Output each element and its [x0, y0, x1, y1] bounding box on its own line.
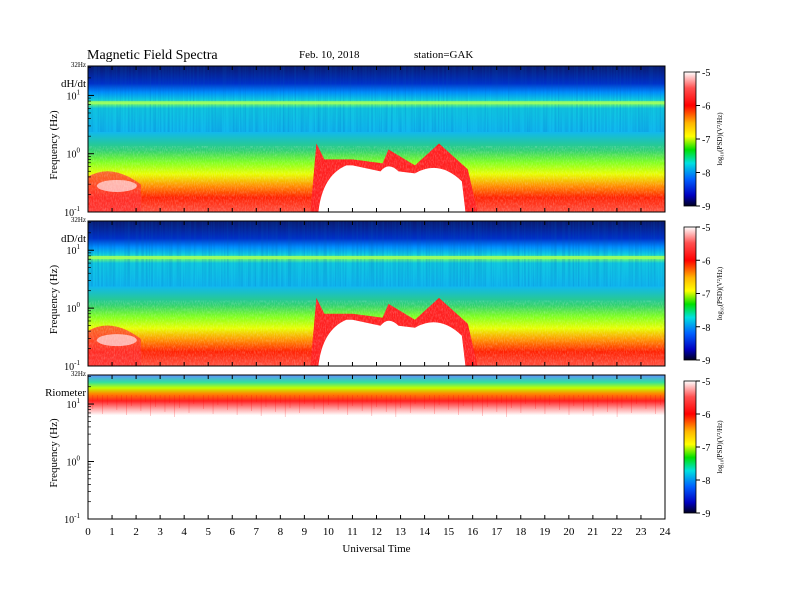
spectrogram [88, 375, 665, 519]
y-axis-label: Frequency (Hz) [48, 265, 60, 335]
colorbar-tick-label: -7 [702, 135, 710, 146]
resonance-line [88, 101, 665, 105]
y-axis-label: Frequency (Hz) [48, 418, 60, 488]
date-label: Feb. 10, 2018 [299, 49, 360, 61]
x-tick-label: 23 [635, 526, 647, 538]
top-frequency-label: 32Hz [71, 61, 86, 69]
spectrum-streaks [88, 66, 665, 132]
x-axis-label: Universal Time [342, 543, 410, 555]
y-tick-label: 101 [67, 88, 81, 102]
x-tick-label: 15 [443, 526, 455, 538]
colorbar [683, 71, 697, 207]
x-tick-label: 9 [302, 526, 308, 538]
x-tick-label: 17 [491, 526, 503, 538]
noise-texture [88, 300, 665, 366]
x-tick-label: 14 [419, 526, 431, 538]
spectrum-streaks [88, 221, 665, 287]
panel-label: dD/dt [61, 233, 86, 245]
x-tick-label: 22 [611, 526, 622, 538]
colorbar [683, 380, 697, 514]
colorbar-label: log₁₀(PSD)(V²/Hz) [716, 420, 724, 474]
x-tick-label: 16 [467, 526, 479, 538]
colorbar [683, 226, 697, 361]
colorbar-label: log₁₀(PSD)(V²/Hz) [716, 266, 724, 320]
colorbar-tick-label: -7 [702, 443, 710, 454]
station-label: station=GAK [414, 49, 473, 61]
x-tick-label: 2 [133, 526, 139, 538]
noise-texture [88, 146, 665, 212]
top-frequency-label: 32Hz [71, 216, 86, 224]
spectrum-background [88, 375, 665, 519]
x-tick-label: 10 [323, 526, 335, 538]
figure-title: Magnetic Field Spectra [87, 48, 218, 63]
x-tick-label: 4 [181, 526, 187, 538]
x-tick-label: 21 [587, 526, 598, 538]
colorbar-tick-label: -6 [702, 410, 710, 421]
y-axis-label: Frequency (Hz) [48, 110, 60, 180]
x-tick-label: 13 [395, 526, 407, 538]
resonance-line [88, 255, 665, 259]
x-tick-label: 5 [205, 526, 211, 538]
x-tick-label: 0 [85, 526, 91, 538]
colorbar-tick-label: -8 [702, 169, 710, 180]
colorbar-tick-label: -9 [702, 356, 710, 367]
x-tick-label: 12 [371, 526, 382, 538]
colorbar-tick-label: -6 [702, 102, 710, 113]
x-tick-label: 20 [563, 526, 575, 538]
colorbar-tick-label: -5 [702, 223, 710, 234]
x-tick-label: 19 [539, 526, 551, 538]
spectrogram [88, 66, 665, 212]
x-tick-label: 7 [254, 526, 260, 538]
x-tick-label: 1 [109, 526, 115, 538]
y-tick-label: 101 [67, 397, 81, 411]
x-tick-label: 11 [347, 526, 358, 538]
x-tick-label: 24 [660, 526, 672, 538]
colorbar-tick-label: -9 [702, 202, 710, 213]
y-tick-label: 101 [67, 243, 81, 257]
panel-label: dH/dt [61, 78, 86, 90]
colorbar-tick-label: -8 [702, 323, 710, 334]
colorbar-tick-label: -9 [702, 509, 710, 520]
colorbar-tick-label: -7 [702, 290, 710, 301]
x-tick-label: 6 [230, 526, 236, 538]
colorbar-tick-label: -5 [702, 68, 710, 79]
y-tick-label: 100 [67, 147, 81, 161]
colorbar-tick-label: -8 [702, 476, 710, 487]
top-frequency-label: 32Hz [71, 370, 86, 378]
y-tick-label: 100 [67, 301, 81, 315]
x-tick-label: 8 [278, 526, 284, 538]
y-tick-label: 10-1 [64, 512, 80, 526]
colorbar-label: log₁₀(PSD)(V²/Hz) [716, 112, 724, 166]
x-tick-label: 18 [515, 526, 527, 538]
y-tick-label: 100 [67, 455, 81, 469]
spectrogram [88, 221, 665, 366]
x-tick-label: 3 [157, 526, 163, 538]
colorbar-tick-label: -5 [702, 377, 710, 388]
panel-label: Riometer [45, 387, 86, 399]
colorbar-tick-label: -6 [702, 256, 710, 267]
